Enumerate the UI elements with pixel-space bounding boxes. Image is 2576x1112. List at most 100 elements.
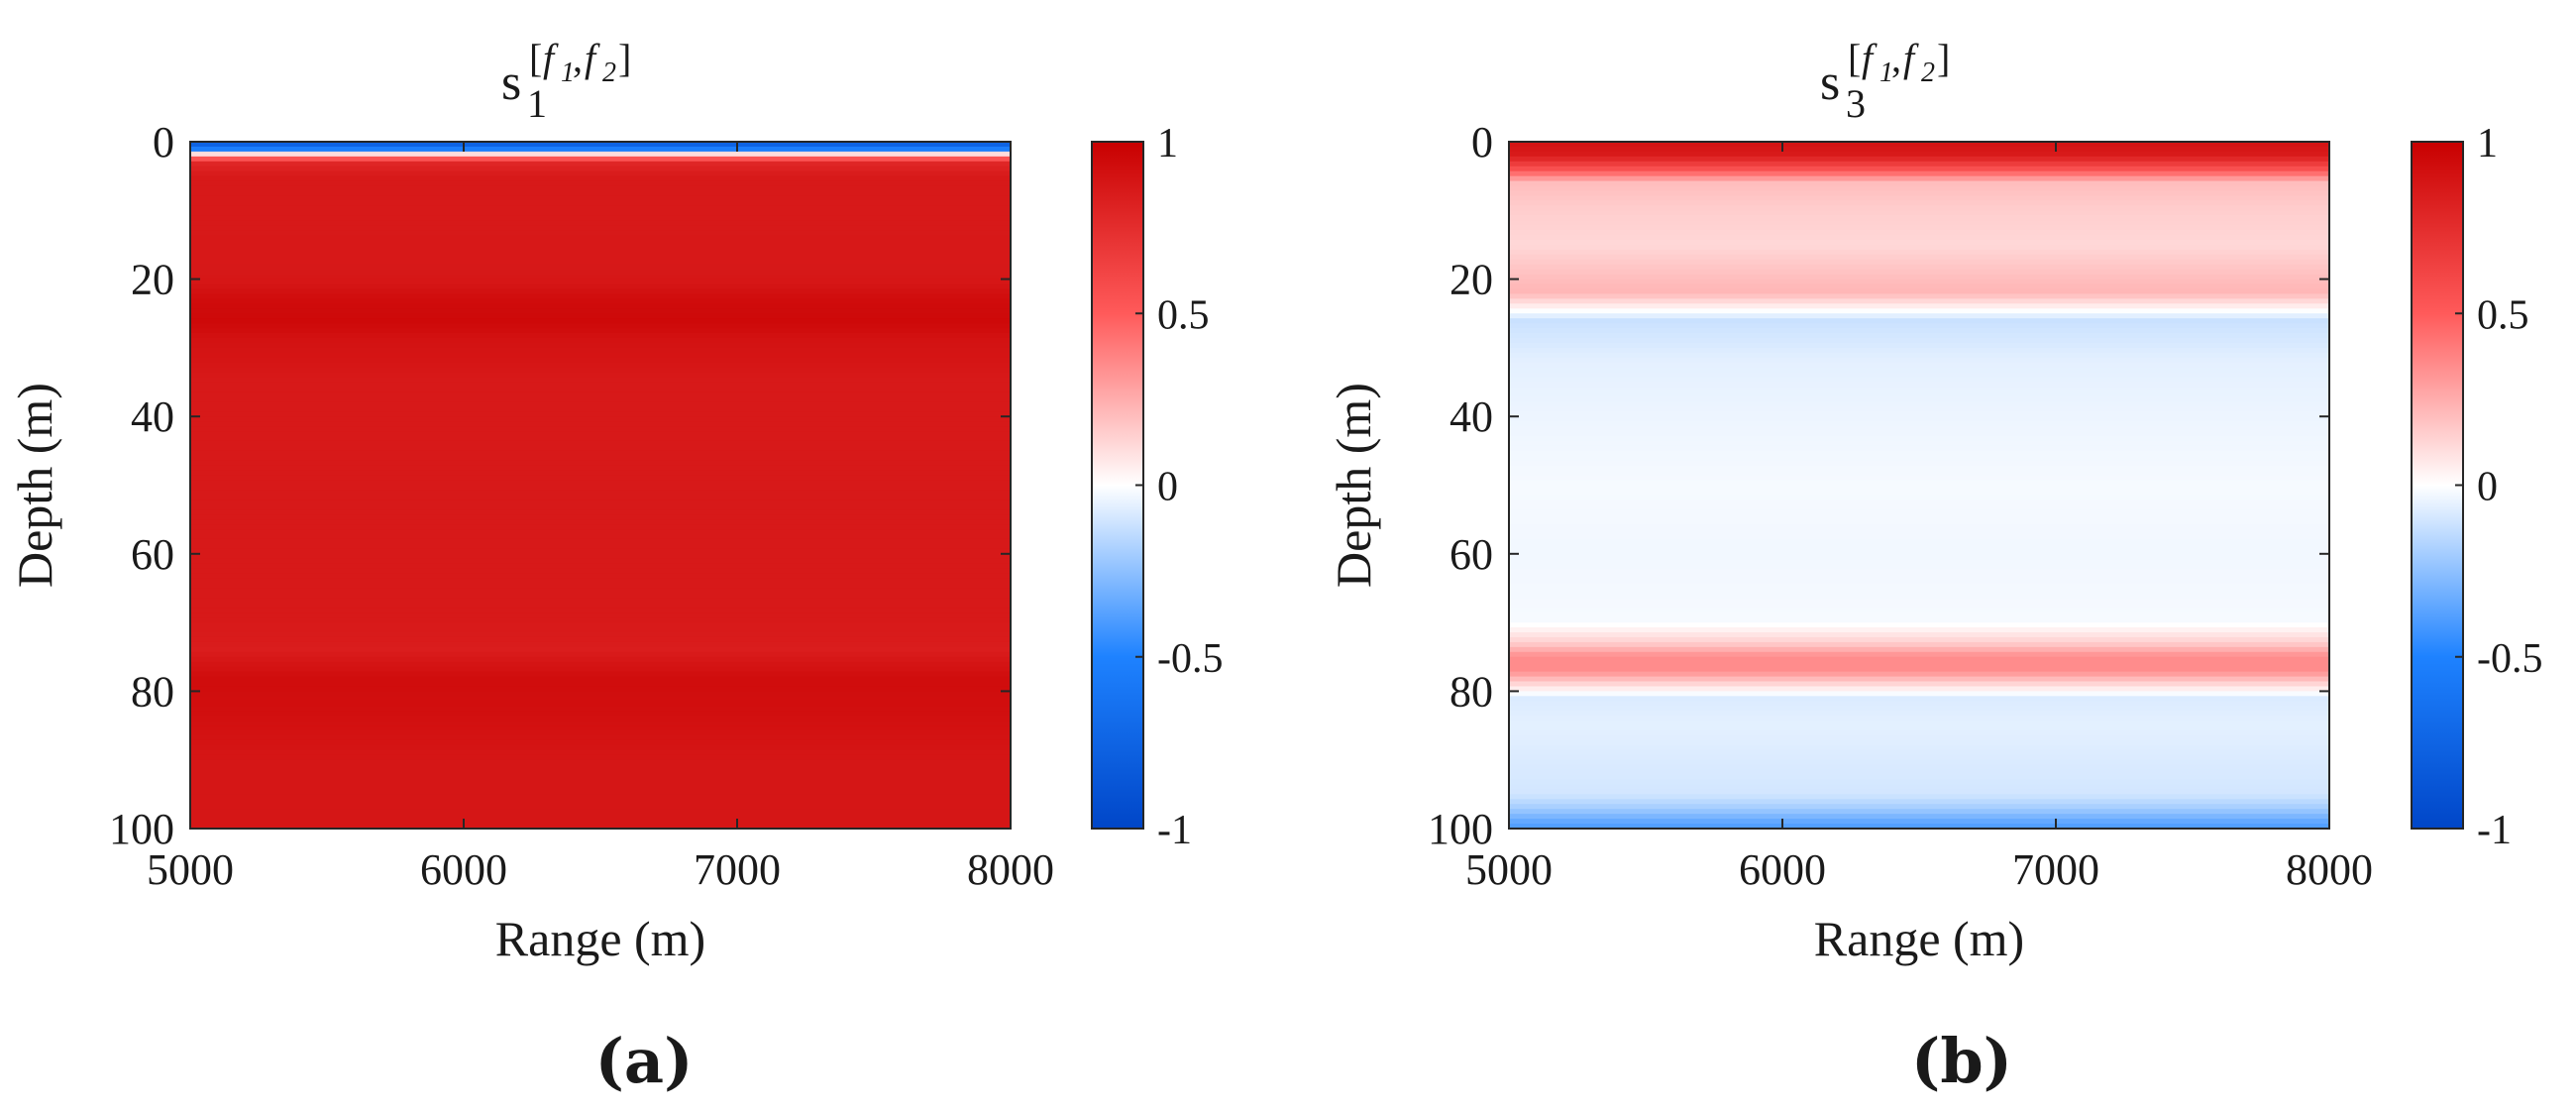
heatmap-row (1509, 641, 2329, 648)
heatmap-row (1509, 500, 2329, 505)
colorbar-tick-label: -1 (2477, 808, 2512, 853)
heatmap-row (190, 734, 1011, 741)
y-tick-label: 20 (131, 256, 174, 304)
heatmap-row (1509, 661, 2329, 668)
heatmap-row (1509, 598, 2329, 604)
heatmap-row (190, 480, 1011, 487)
heatmap-row (1509, 632, 2329, 638)
heatmap-row (190, 406, 1011, 412)
heatmap-row (1509, 774, 2329, 781)
heatmap-row (190, 333, 1011, 339)
heatmap-row (190, 824, 1011, 830)
heatmap-row (1509, 764, 2329, 771)
heatmap-row (1509, 254, 2329, 261)
chart-title: s 1[f 1, f 2] (501, 36, 631, 126)
x-tick-label: 5000 (1465, 845, 1553, 894)
colorbar: 1 0.5 0 -0.5 -1 (1091, 121, 1224, 853)
heatmap-row (1509, 583, 2329, 590)
y-tick-label: 0 (1471, 118, 1493, 167)
heatmap-row (190, 342, 1011, 349)
heatmap-row (190, 142, 1011, 148)
colorbar-gradient (2411, 141, 2464, 830)
heatmap-row (1509, 426, 2329, 432)
heatmap-row (1509, 470, 2329, 477)
heatmap-row (1509, 716, 2329, 722)
heatmap-row (1509, 151, 2329, 158)
heatmap-row (1509, 734, 2329, 741)
heatmap-row (1509, 666, 2329, 673)
heatmap-row (190, 313, 1011, 319)
heatmap-row (190, 146, 1011, 153)
heatmap-row (190, 676, 1011, 683)
heatmap-row (1509, 819, 2329, 825)
heatmap-row (1509, 264, 2329, 271)
colorbar-tick-label: 1 (1157, 121, 1178, 167)
heatmap-row (190, 288, 1011, 295)
heatmap-row (1509, 465, 2329, 472)
heatmap-row (1509, 509, 2329, 515)
heatmap-row (190, 739, 1011, 746)
heatmap-row (190, 318, 1011, 324)
heatmap-row (1509, 210, 2329, 216)
heatmap-row (190, 538, 1011, 545)
heatmap-row (190, 485, 1011, 492)
heatmap-row (1509, 195, 2329, 201)
heatmap-row (190, 347, 1011, 354)
heatmap-row (190, 328, 1011, 334)
heatmap-row (190, 706, 1011, 712)
heatmap-row (190, 632, 1011, 638)
y-tick-label: 60 (131, 530, 174, 579)
heatmap-row (1509, 691, 2329, 697)
y-tick-label: 100 (1428, 805, 1493, 853)
title-part: 2 (602, 57, 616, 88)
y-tick-label: 60 (1449, 530, 1493, 579)
heatmap-row (190, 151, 1011, 158)
heatmap-row (1509, 347, 2329, 354)
heatmap-row (190, 175, 1011, 182)
heatmap-row (1509, 779, 2329, 786)
heatmap-row (190, 553, 1011, 560)
heatmap-row (1509, 627, 2329, 633)
heatmap-row (1509, 622, 2329, 628)
heatmap-row (1509, 514, 2329, 520)
heatmap-row (1509, 721, 2329, 726)
heatmap-row (190, 362, 1011, 369)
heatmap-row (190, 264, 1011, 271)
heatmap-row (1509, 563, 2329, 570)
heatmap-row (1509, 789, 2329, 795)
heatmap-row (190, 534, 1011, 540)
heatmap-row (190, 656, 1011, 663)
heatmap-row (1509, 543, 2329, 550)
heatmap-row (190, 185, 1011, 192)
heatmap-row (1509, 421, 2329, 427)
heatmap-row (190, 215, 1011, 221)
heatmap-row (190, 568, 1011, 575)
heatmap-row (190, 749, 1011, 756)
heatmap-row (190, 416, 1011, 422)
heatmap-row (190, 387, 1011, 393)
heatmap-row (190, 696, 1011, 702)
title-part: 2 (1921, 57, 1935, 88)
chart-title: s 3[f 1, f 2] (1820, 36, 1950, 126)
heatmap-row (1509, 170, 2329, 177)
y-axis-label: Depth (m) (1326, 383, 1381, 588)
heatmap-row (190, 608, 1011, 613)
x-axis-label: Range (m) (495, 911, 705, 966)
heatmap-row (1509, 548, 2329, 555)
title-part: f (1903, 36, 1919, 80)
heatmap-row (190, 220, 1011, 226)
colorbar-tick-label: 0 (1157, 465, 1178, 510)
heatmap-row (190, 754, 1011, 761)
heatmap-row (1509, 504, 2329, 510)
heatmap-cells (1509, 142, 2329, 830)
colorbar-tick-label: -1 (1157, 808, 1192, 853)
heatmap-row (190, 603, 1011, 609)
heatmap-row (190, 622, 1011, 628)
heatmap-row (1509, 303, 2329, 309)
heatmap-row (1509, 259, 2329, 266)
colorbar-tick-label: -0.5 (2477, 636, 2543, 682)
heatmap-row (190, 774, 1011, 781)
heatmap-row (1509, 696, 2329, 702)
heatmap-row (190, 819, 1011, 825)
heatmap-row (1509, 553, 2329, 560)
